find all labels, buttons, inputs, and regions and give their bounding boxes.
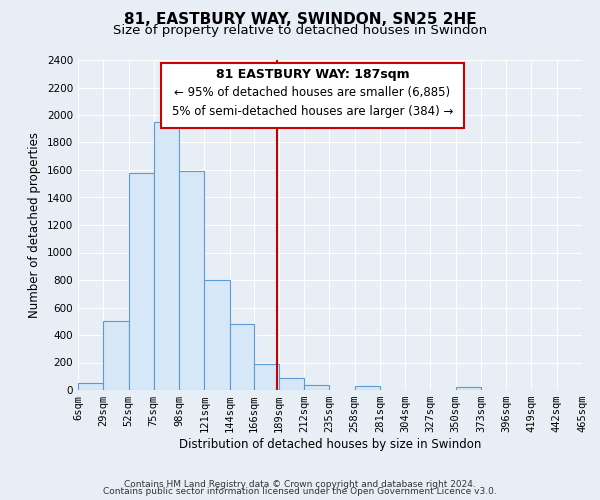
Bar (179, 172, 204, 390)
Text: Size of property relative to detached houses in Swindon: Size of property relative to detached ho… (113, 24, 487, 37)
Bar (154, 122, 179, 390)
Bar (254, 364, 279, 390)
Bar (204, 280, 230, 390)
Text: ← 95% of detached houses are smaller (6,885): ← 95% of detached houses are smaller (6,… (174, 86, 451, 98)
Bar (78, 383, 103, 390)
FancyBboxPatch shape (161, 64, 464, 128)
Bar (355, 386, 380, 390)
Bar (103, 322, 128, 390)
X-axis label: Distribution of detached houses by size in Swindon: Distribution of detached houses by size … (179, 438, 481, 451)
Bar (230, 324, 254, 390)
Bar (456, 387, 481, 390)
Text: 5% of semi-detached houses are larger (384) →: 5% of semi-detached houses are larger (3… (172, 104, 453, 118)
Text: Contains public sector information licensed under the Open Government Licence v3: Contains public sector information licen… (103, 487, 497, 496)
Text: Contains HM Land Registry data © Crown copyright and database right 2024.: Contains HM Land Registry data © Crown c… (124, 480, 476, 489)
Bar (279, 378, 304, 390)
Y-axis label: Number of detached properties: Number of detached properties (28, 132, 41, 318)
Bar (128, 174, 154, 390)
Bar (304, 385, 329, 390)
Text: 81 EASTBURY WAY: 187sqm: 81 EASTBURY WAY: 187sqm (215, 68, 409, 81)
Text: 81, EASTBURY WAY, SWINDON, SN25 2HE: 81, EASTBURY WAY, SWINDON, SN25 2HE (124, 12, 476, 28)
